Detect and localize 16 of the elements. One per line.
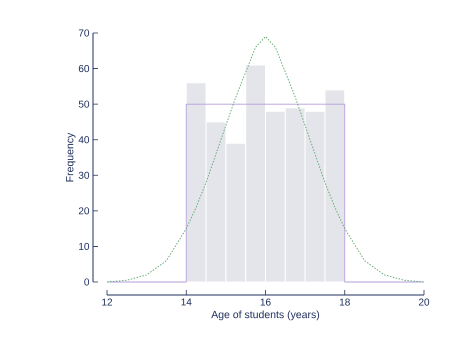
line-series (106, 36, 424, 282)
y-tick-label: 70 (78, 29, 90, 37)
y-tick-label: 20 (78, 207, 90, 214)
x-tick-label: 18 (340, 298, 350, 306)
x-tick-label: 16 (260, 298, 271, 306)
x-tick-label: 12 (102, 298, 112, 306)
y-axis-title: Frequency (66, 132, 76, 182)
y-tick-label: 50 (78, 100, 90, 108)
x-tick-label: 14 (181, 298, 192, 306)
x-axis-title: Age of students (years) (211, 310, 320, 320)
y-tick-label: 60 (78, 65, 90, 72)
y-tick-label: 10 (79, 242, 90, 250)
y-tick-label: 40 (78, 136, 90, 144)
x-tick-label: 20 (418, 298, 430, 306)
y-tick-label: 0 (84, 278, 90, 286)
y-tick-label: 30 (78, 172, 90, 179)
